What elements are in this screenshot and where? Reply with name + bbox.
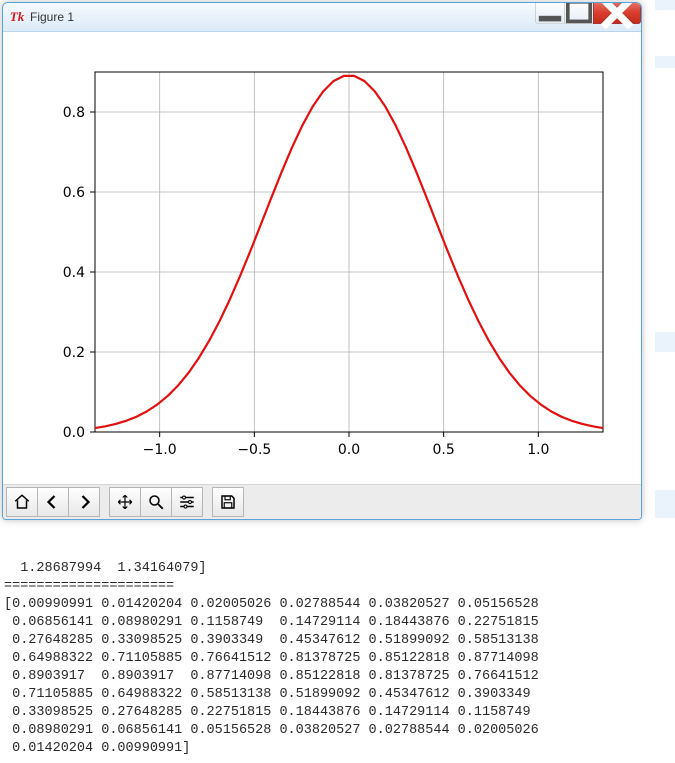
svg-text:0.4: 0.4 <box>63 265 85 281</box>
svg-text:0.2: 0.2 <box>63 345 85 361</box>
bg-decor <box>655 0 675 10</box>
svg-text:0.6: 0.6 <box>63 185 85 201</box>
svg-text:−1.0: −1.0 <box>143 442 177 458</box>
svg-text:−0.5: −0.5 <box>237 442 271 458</box>
tk-icon: Tk <box>9 9 25 25</box>
save-button[interactable] <box>212 487 244 517</box>
matplotlib-toolbar <box>3 484 641 519</box>
minimize-button[interactable] <box>535 3 565 24</box>
bg-decor <box>655 332 675 352</box>
close-button[interactable] <box>593 3 641 24</box>
window-controls <box>536 3 641 23</box>
plot-canvas: −1.0 −0.5 0.0 0.5 1.0 0.0 0.2 0.4 0.6 0.8 <box>3 32 641 484</box>
figure-window: Tk Figure 1 −1.0 −0.5 0.0 0.5 1.0 0.0 0.2 0.4 0.… <box>2 2 642 520</box>
desktop: Tk Figure 1 −1.0 −0.5 0.0 0.5 1.0 0.0 0.2 0.4 0.… <box>0 0 675 763</box>
console-output: 1.28687994 1.34164079] =================… <box>4 560 664 758</box>
pan-button[interactable] <box>109 487 141 517</box>
plot-svg: −1.0 −0.5 0.0 0.5 1.0 0.0 0.2 0.4 0.6 0.8 <box>13 42 629 478</box>
titlebar[interactable]: Tk Figure 1 <box>3 3 641 32</box>
zoom-button[interactable] <box>140 487 172 517</box>
back-button[interactable] <box>37 487 69 517</box>
bg-decor <box>655 56 675 68</box>
home-button[interactable] <box>6 487 38 517</box>
svg-text:0.8: 0.8 <box>63 105 85 121</box>
svg-text:0.0: 0.0 <box>63 425 85 441</box>
forward-button[interactable] <box>68 487 100 517</box>
svg-text:0.5: 0.5 <box>433 442 455 458</box>
maximize-button[interactable] <box>564 3 594 24</box>
configure-button[interactable] <box>171 487 203 517</box>
svg-text:1.0: 1.0 <box>527 442 549 458</box>
svg-text:0.0: 0.0 <box>338 442 360 458</box>
window-title: Figure 1 <box>30 10 74 24</box>
bg-decor <box>655 490 675 518</box>
